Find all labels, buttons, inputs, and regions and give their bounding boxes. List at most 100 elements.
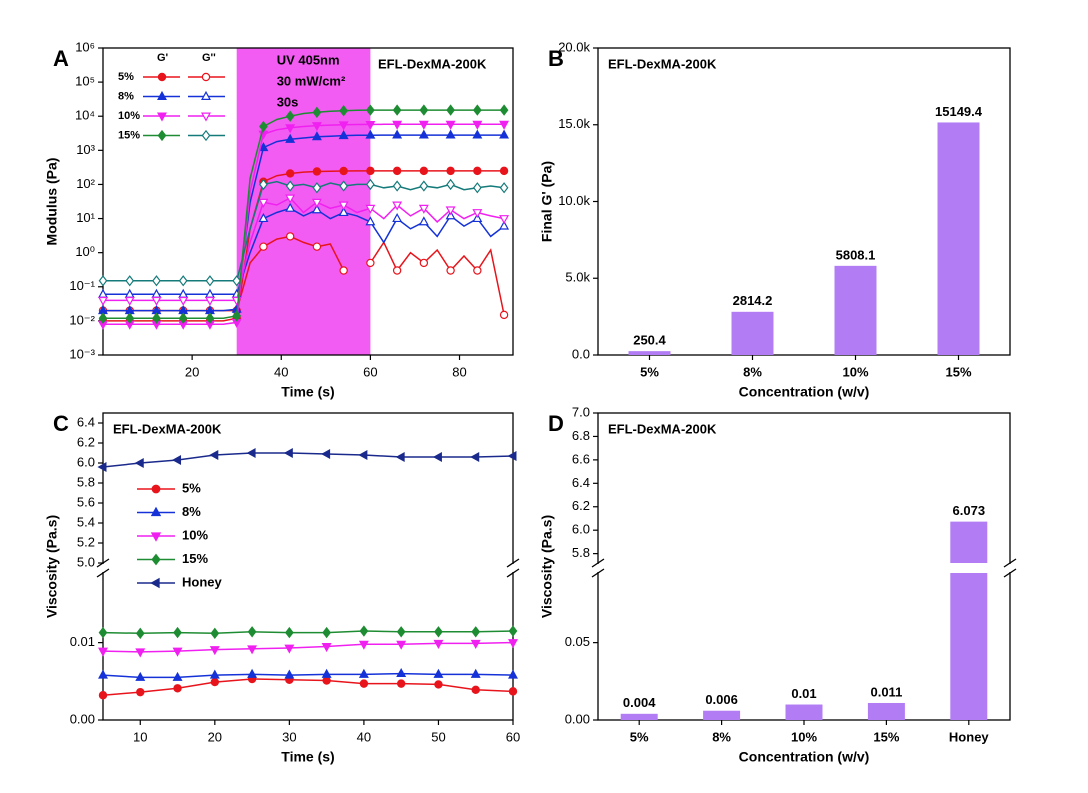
marker: [445, 129, 456, 139]
marker: [366, 178, 375, 191]
marker: [392, 120, 403, 130]
marker: [172, 671, 183, 681]
marker: [396, 640, 407, 650]
marker: [209, 669, 220, 679]
marker: [470, 639, 481, 649]
legend-header: G'': [202, 52, 216, 64]
marker: [151, 553, 161, 566]
data-line: [102, 452, 514, 468]
x-tick-label: 40: [274, 364, 288, 379]
y-tick-label: 6.6: [572, 451, 590, 466]
marker: [499, 166, 509, 176]
axis-break-mark: [1003, 558, 1017, 568]
y-tick-label: 0.00: [565, 711, 590, 726]
marker: [258, 142, 269, 152]
axis-break-mark: [591, 558, 605, 568]
data-line: [102, 678, 514, 696]
x-tick-label: 20: [208, 729, 222, 744]
y-tick-label: 5.8: [77, 474, 95, 489]
y-tick-label: 10⁴: [75, 108, 95, 123]
y-tick-label: 15.0k: [558, 116, 590, 131]
marker: [204, 296, 215, 306]
x-axis-title: Concentration (w/v): [739, 749, 870, 765]
marker: [125, 312, 135, 324]
axis-break-gap: [509, 564, 517, 572]
marker: [98, 626, 108, 639]
marker: [258, 198, 269, 208]
marker: [339, 266, 348, 275]
marker: [246, 448, 256, 458]
marker: [446, 266, 455, 275]
y-axis-title: Final G' (Pa): [539, 161, 555, 242]
marker: [396, 679, 406, 688]
marker: [358, 450, 368, 460]
y-tick-label: 5.8: [572, 545, 590, 560]
y-tick-label: 5.0k: [565, 270, 590, 285]
marker: [98, 669, 108, 679]
marker: [312, 167, 322, 176]
y-tick-label: 10¹: [76, 210, 95, 225]
x-tick-label: 20: [185, 364, 199, 379]
marker: [508, 639, 518, 649]
marker: [172, 647, 183, 657]
marker: [472, 209, 483, 219]
marker: [285, 124, 296, 134]
marker: [285, 194, 296, 204]
y-tick-label: 10⁰: [75, 244, 95, 259]
marker: [434, 626, 443, 638]
marker: [125, 275, 135, 287]
marker: [392, 180, 402, 192]
marker: [366, 104, 375, 116]
marker: [247, 626, 257, 638]
marker: [499, 215, 510, 225]
marker: [432, 452, 442, 462]
marker: [499, 104, 509, 116]
x-tick-label: 10%: [842, 364, 868, 379]
marker: [339, 166, 348, 176]
marker: [210, 627, 220, 640]
marker: [499, 129, 510, 139]
data-label: 6.073: [953, 503, 986, 518]
y-tick-label: 6.0: [572, 522, 590, 537]
axis-break-mark: [1003, 568, 1017, 578]
marker: [499, 120, 510, 130]
marker: [151, 484, 161, 494]
marker: [508, 687, 518, 696]
y-tick-label: 0.05: [565, 634, 590, 649]
data-line: [102, 641, 514, 653]
data-line: [103, 134, 505, 312]
marker: [232, 310, 242, 322]
marker: [392, 129, 403, 139]
marker: [150, 532, 162, 542]
marker: [365, 129, 376, 139]
bar: [950, 573, 988, 720]
data-line: [103, 197, 505, 302]
marker: [418, 129, 429, 139]
y-tick-label: 7.0: [572, 404, 590, 419]
marker: [499, 310, 509, 320]
marker: [392, 166, 402, 176]
marker: [321, 668, 332, 678]
marker: [285, 202, 296, 212]
legend-label: 10%: [182, 527, 208, 542]
y-tick-label: 10⁶: [75, 39, 95, 54]
marker: [338, 201, 349, 211]
y-tick-label: 5.6: [77, 494, 95, 509]
x-tick-label: 50: [431, 729, 445, 744]
data-label: 15149.4: [935, 104, 983, 119]
band-label: UV 405nm: [277, 52, 340, 67]
marker: [419, 104, 429, 116]
marker: [98, 647, 108, 657]
marker: [124, 296, 135, 306]
marker: [210, 677, 220, 687]
marker: [311, 198, 322, 208]
marker: [259, 120, 268, 133]
y-tick-label: 6.4: [77, 414, 95, 429]
marker: [433, 668, 444, 678]
data-line: [103, 207, 505, 296]
marker: [445, 206, 456, 216]
marker: [321, 643, 332, 653]
marker: [473, 166, 482, 176]
marker: [499, 220, 510, 230]
